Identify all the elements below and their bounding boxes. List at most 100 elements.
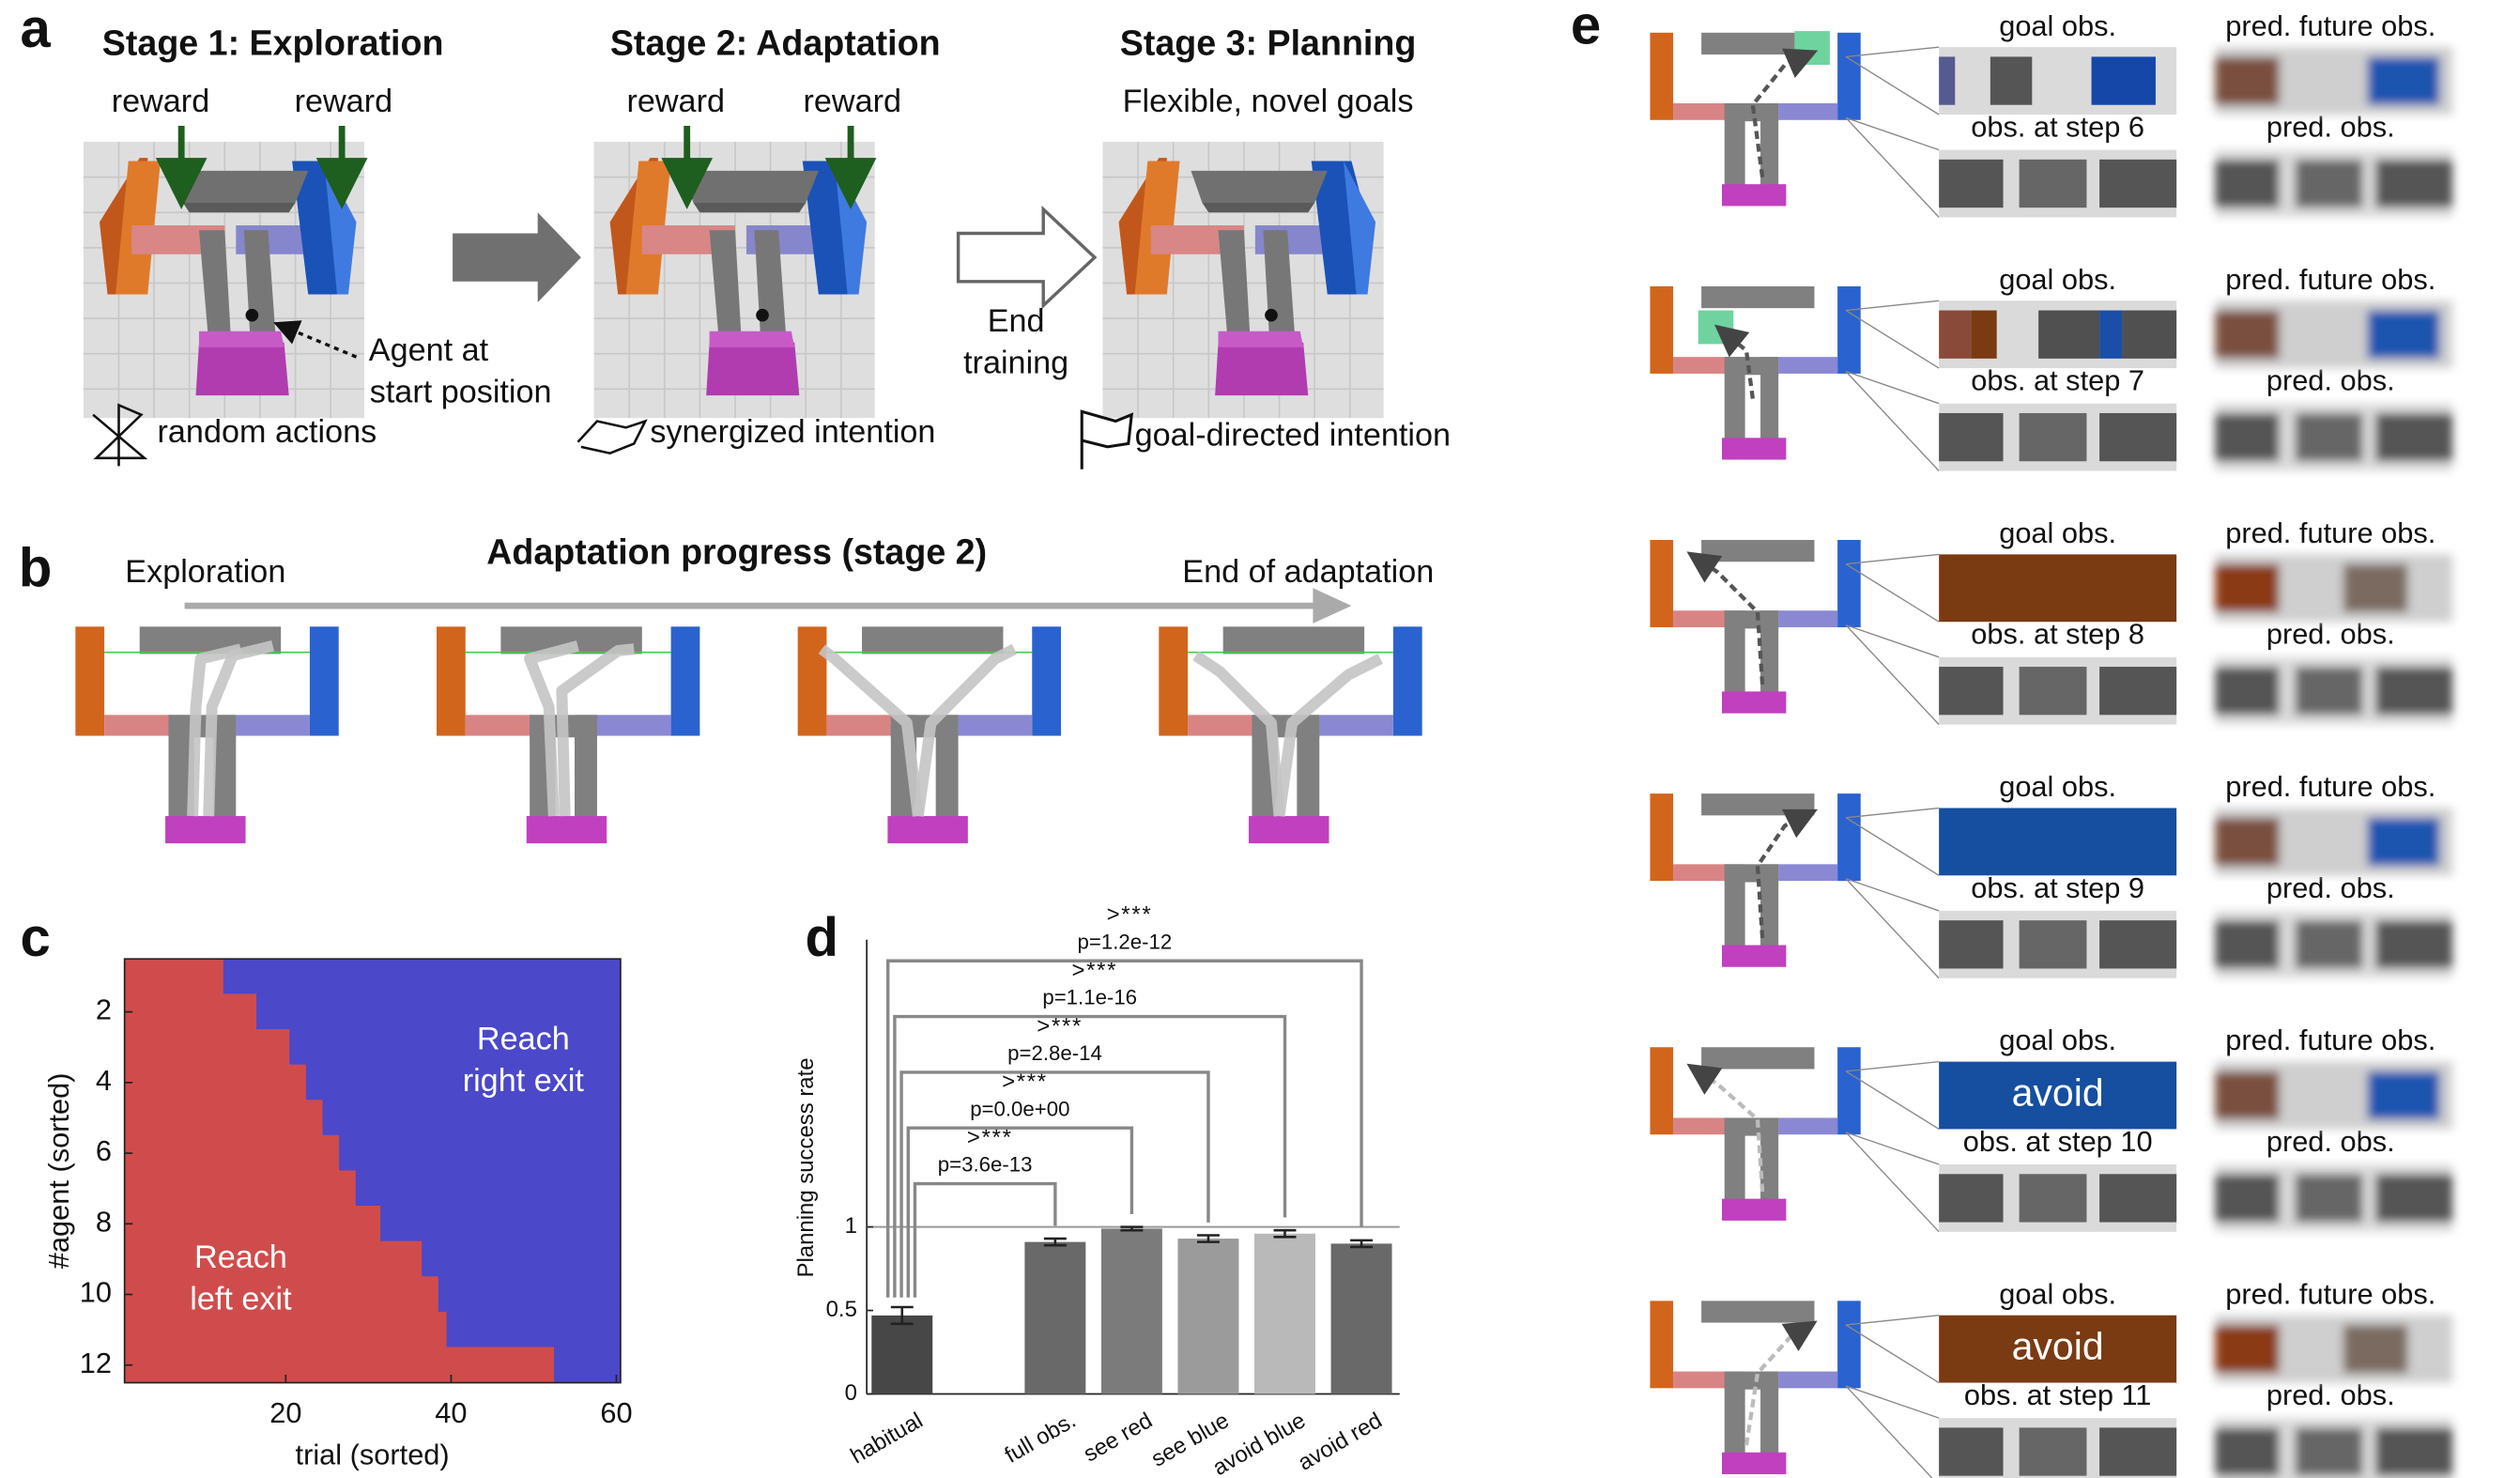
observation-part <box>2019 1174 2087 1223</box>
pred-label: pred. obs. <box>2266 871 2395 904</box>
heat-cell <box>289 1029 622 1066</box>
panel-label: d <box>806 907 838 968</box>
agent-note: start position <box>370 374 552 409</box>
observation-part <box>1939 159 2004 208</box>
maze-part <box>1722 1452 1787 1474</box>
observation-part <box>2215 56 2280 105</box>
maze-part <box>1319 715 1393 736</box>
heat-cell <box>256 993 622 1030</box>
stage-title: Stage 3: Planning <box>1120 23 1417 62</box>
maze-part <box>1722 438 1787 460</box>
goal-marker <box>1698 310 1734 345</box>
bar <box>1024 1241 1086 1394</box>
maze-part <box>526 816 607 844</box>
pred-label: pred. obs. <box>2266 1125 2395 1158</box>
observation-part <box>2375 667 2453 716</box>
maze-part <box>670 626 700 736</box>
stage-title: Stage 1: Exploration <box>102 23 444 62</box>
observation-part <box>2215 1174 2280 1223</box>
step-label: obs. at step 6 <box>1971 110 2144 143</box>
goal-label: goal obs. <box>1999 263 2116 296</box>
observation-part <box>2295 920 2363 969</box>
maze-part <box>1760 1117 1779 1203</box>
maze-part <box>1722 945 1787 967</box>
maze-part <box>1650 793 1674 882</box>
panel-label: a <box>20 0 51 59</box>
maze-part <box>1837 540 1861 628</box>
progress-start: Exploration <box>125 554 285 590</box>
maze-part <box>1222 626 1365 654</box>
observation-part <box>2215 1324 2280 1374</box>
significance-bracket <box>899 1070 1210 1298</box>
pred-label: pred. obs. <box>2266 364 2395 397</box>
connector <box>1845 1132 1940 1165</box>
observation-image <box>2215 1315 2453 1383</box>
heat-cell <box>339 1134 622 1172</box>
y-axis-label: Planning success rate <box>793 1057 819 1277</box>
maze-part <box>958 715 1033 736</box>
maze-part <box>1760 103 1779 189</box>
connector <box>1845 817 1940 876</box>
maze-part <box>236 715 310 736</box>
observation-image <box>1939 808 2177 876</box>
connector <box>1845 46 1940 58</box>
observation-image <box>2215 910 2453 978</box>
x-tick-label: habitual <box>846 1408 927 1469</box>
maze-part <box>1650 285 1674 374</box>
observation-part <box>2343 563 2408 612</box>
y-tick-label: 6 <box>96 1134 112 1167</box>
observation-part <box>2375 159 2453 208</box>
connector <box>1845 624 1940 726</box>
heat-cell <box>124 1170 357 1207</box>
observation-part <box>2375 412 2453 462</box>
goal-label: goal obs. <box>1999 770 2116 803</box>
maze-part <box>1673 610 1728 628</box>
annotation: Reach <box>194 1239 287 1275</box>
observation-image <box>1939 1061 2177 1130</box>
heat-cell <box>223 958 622 995</box>
observation-image <box>2215 656 2453 725</box>
maze-part <box>1724 864 1745 949</box>
bar <box>1254 1233 1315 1394</box>
p-value: p=1.2e-12 <box>1078 930 1173 953</box>
observation-part <box>2367 1070 2440 1120</box>
connector <box>1845 309 1940 369</box>
maze-part <box>1650 1301 1674 1389</box>
maze-part <box>1650 540 1674 628</box>
render-part <box>693 203 807 213</box>
stage-note: Flexible, novel goals <box>1123 84 1414 119</box>
step-label: obs. at step 11 <box>1964 1378 2152 1411</box>
observation-part <box>2375 920 2453 969</box>
maze-part <box>1837 1047 1861 1135</box>
observation-part <box>2091 56 2156 105</box>
bar <box>1177 1239 1239 1394</box>
render-part <box>195 342 289 396</box>
connector <box>1845 1324 1940 1384</box>
observation-image <box>1939 1315 2177 1383</box>
x-tick-label: full obs. <box>1001 1408 1081 1469</box>
render-part <box>706 342 800 396</box>
observation-part <box>1939 56 1956 105</box>
progress-arrowhead <box>1313 588 1352 624</box>
observation-part <box>2019 412 2087 462</box>
heat-cell <box>124 993 257 1030</box>
stage-caption: synergized intention <box>650 414 935 450</box>
x-tick-label: 20 <box>269 1396 301 1429</box>
agent <box>1265 308 1278 322</box>
annotation: right exit <box>463 1063 585 1099</box>
observation-part <box>2019 159 2087 208</box>
trajectory <box>818 644 924 817</box>
heat-cell <box>446 1311 622 1348</box>
step-label: obs. at step 9 <box>1971 871 2144 904</box>
maze-part <box>575 715 597 822</box>
maze-part <box>1701 285 1815 309</box>
bar <box>1330 1243 1392 1394</box>
observation-image <box>1939 554 2177 623</box>
maze-part <box>1778 357 1838 374</box>
maze-part <box>1392 626 1422 736</box>
render-part <box>182 203 296 213</box>
observation-part <box>1939 667 2004 716</box>
y-tick-label: 1 <box>845 1213 857 1239</box>
p-value: p=2.8e-14 <box>1007 1041 1102 1065</box>
observation-part <box>2099 412 2177 462</box>
